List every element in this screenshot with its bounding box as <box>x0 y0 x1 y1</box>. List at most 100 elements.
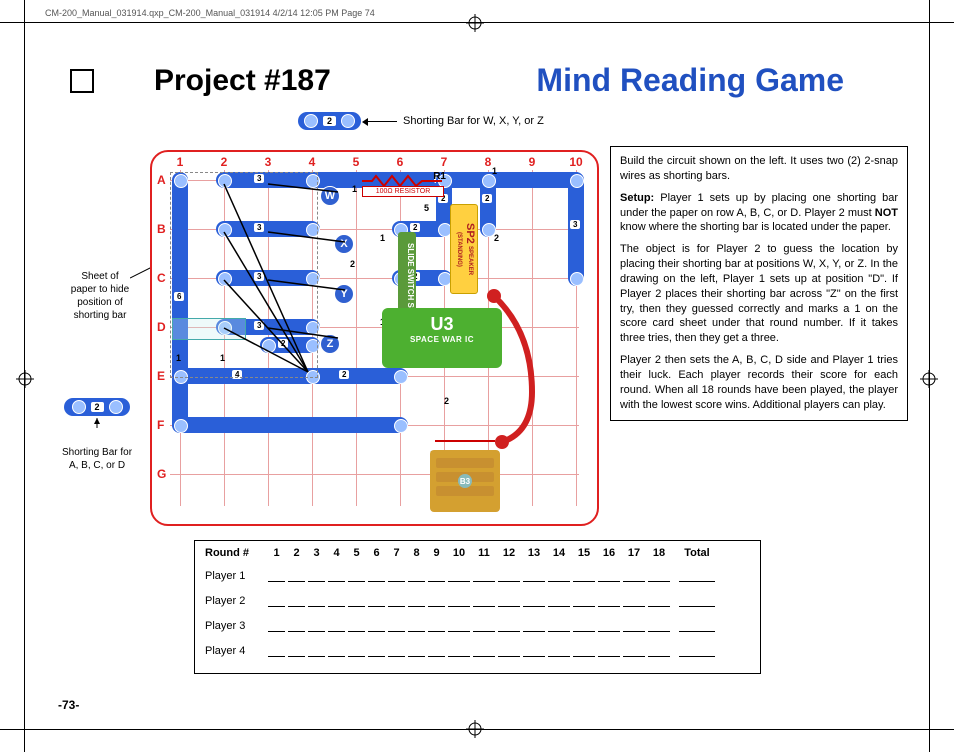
score-blank <box>473 644 495 657</box>
score-blank <box>498 619 520 632</box>
score-blank <box>573 644 595 657</box>
row-label: C <box>157 271 166 285</box>
round-col: 5 <box>348 547 365 559</box>
round-col: 4 <box>328 547 345 559</box>
snap-wire-icon: 2 <box>298 112 361 130</box>
total-blank <box>679 594 715 607</box>
instr-p3: The object is for Player 2 to guess the … <box>620 242 898 346</box>
score-blank <box>348 619 365 632</box>
score-blank <box>368 644 385 657</box>
col-label: 10 <box>566 155 586 169</box>
score-blank <box>308 569 325 582</box>
score-blank <box>428 569 445 582</box>
round-col: 10 <box>448 547 470 559</box>
round-col: 13 <box>523 547 545 559</box>
score-blank <box>448 569 470 582</box>
score-blank <box>428 594 445 607</box>
col-label: 4 <box>302 155 322 169</box>
round-col: 17 <box>623 547 645 559</box>
title-row: Project #187 Mind Reading Game <box>70 62 884 99</box>
ic-u3: U3 SPACE WAR IC <box>382 308 502 368</box>
round-col: 12 <box>498 547 520 559</box>
pin-label: 5 <box>424 203 429 213</box>
pin-label: 2 <box>444 396 449 406</box>
score-blank <box>598 619 620 632</box>
player-label: Player 4 <box>205 645 265 657</box>
score-table: Round # 123456789101112131415161718 Tota… <box>194 540 761 674</box>
instructions-box: Build the circuit shown on the left. It … <box>610 146 908 421</box>
score-blank <box>388 594 405 607</box>
score-blank <box>328 594 345 607</box>
wire: 3 <box>568 172 584 286</box>
score-blank <box>623 594 645 607</box>
round-col: 11 <box>473 547 495 559</box>
round-col: 16 <box>598 547 620 559</box>
score-blank <box>598 594 620 607</box>
score-blank <box>623 619 645 632</box>
score-blank <box>348 569 365 582</box>
score-blank <box>308 619 325 632</box>
score-blank <box>288 619 305 632</box>
score-blank <box>573 569 595 582</box>
instr-p4: Player 2 then sets the A, B, C, D side a… <box>620 353 898 412</box>
round-col: 8 <box>408 547 425 559</box>
score-blank <box>348 594 365 607</box>
round-col: 3 <box>308 547 325 559</box>
board-outline: 12345678910ABCDEFG6333373422222211111225… <box>150 150 599 526</box>
score-blank <box>408 644 425 657</box>
total-blank <box>679 644 715 657</box>
score-blank <box>548 619 570 632</box>
regmark-top <box>466 14 484 32</box>
total-blank <box>679 619 715 632</box>
score-blank <box>328 644 345 657</box>
round-col: 15 <box>573 547 595 559</box>
col-label: 3 <box>258 155 278 169</box>
score-blank <box>448 644 470 657</box>
score-blank <box>523 594 545 607</box>
shorting-left-text: Shorting Bar for A, B, C, or D <box>62 446 132 472</box>
score-blank <box>368 569 385 582</box>
score-blank <box>408 619 425 632</box>
row-label: F <box>157 418 164 432</box>
total-blank <box>679 569 715 582</box>
round-col: 2 <box>288 547 305 559</box>
round-col: 6 <box>368 547 385 559</box>
row-label: B <box>157 222 166 236</box>
score-blank <box>473 594 495 607</box>
col-label: 1 <box>170 155 190 169</box>
shorting-top-text: Shorting Bar for W, X, Y, or Z <box>403 115 544 127</box>
score-row: Player 4 <box>205 644 750 657</box>
col-label: 7 <box>434 155 454 169</box>
diagonal-wires <box>170 172 370 392</box>
pin-label: 2 <box>494 233 499 243</box>
score-blank <box>288 644 305 657</box>
score-blank <box>573 619 595 632</box>
score-blank <box>623 644 645 657</box>
round-col: 9 <box>428 547 445 559</box>
row-label: G <box>157 467 166 481</box>
col-label: 9 <box>522 155 542 169</box>
score-blank <box>348 644 365 657</box>
score-blank <box>308 594 325 607</box>
score-blank <box>473 569 495 582</box>
score-blank <box>288 594 305 607</box>
score-header: Round # 123456789101112131415161718 Tota… <box>205 547 750 559</box>
instr-p1: Build the circuit shown on the left. It … <box>620 154 898 184</box>
doc-header: CM-200_Manual_031914.qxp_CM-200_Manual_0… <box>45 8 375 18</box>
score-blank <box>368 619 385 632</box>
score-blank <box>523 569 545 582</box>
score-blank <box>288 569 305 582</box>
arrow-icon <box>367 121 397 122</box>
score-blank <box>648 569 670 582</box>
score-blank <box>388 644 405 657</box>
score-blank <box>498 594 520 607</box>
score-blank <box>308 644 325 657</box>
score-blank <box>548 594 570 607</box>
round-label: Round # <box>205 547 265 559</box>
round-col: 14 <box>548 547 570 559</box>
row-label: D <box>157 320 166 334</box>
round-col: 1 <box>268 547 285 559</box>
circuit-diagram: 12345678910ABCDEFG6333373422222211111225… <box>150 140 600 520</box>
score-blank <box>328 569 345 582</box>
instr-p2: Setup: Player 1 sets up by placing one s… <box>620 191 898 236</box>
